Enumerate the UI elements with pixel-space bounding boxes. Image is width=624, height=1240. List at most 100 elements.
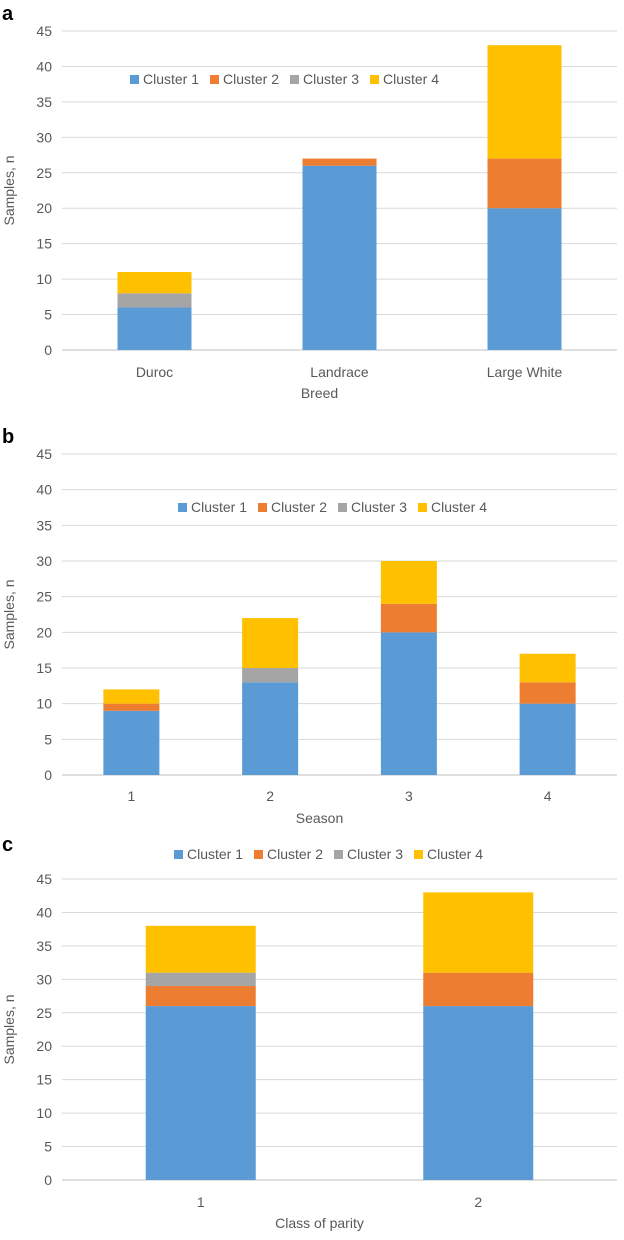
bar-segment-cluster-4 — [380, 561, 437, 604]
legend-swatch — [210, 75, 219, 84]
y-tick-label: 45 — [36, 871, 52, 887]
bar-segment-cluster-2 — [487, 158, 562, 209]
y-tick-label: 0 — [44, 767, 52, 783]
panel-a: a 0 5 10 15 20 25 30 35 40 45 Duroc Landrace Large Wh… — [1, 3, 617, 401]
bar-segment-cluster-4 — [487, 45, 562, 159]
x-tick-label: 1 — [127, 788, 135, 804]
legend-label: Cluster 3 — [347, 846, 403, 862]
legend-swatch — [290, 75, 299, 84]
bar-segment-cluster-2 — [380, 603, 437, 633]
legend-swatch — [174, 850, 183, 859]
x-tick-label: 2 — [474, 1194, 482, 1210]
x-tick-label: 2 — [266, 788, 274, 804]
legend-swatch — [414, 850, 423, 859]
y-tick-label: 40 — [36, 482, 52, 498]
legend-label: Cluster 4 — [427, 846, 483, 862]
y-tick-label: 35 — [36, 938, 52, 954]
x-tick-label: Large White — [487, 364, 563, 380]
bar-segment-cluster-2 — [145, 986, 256, 1007]
legend-label: Cluster 1 — [143, 71, 199, 87]
legend-label: Cluster 3 — [303, 71, 359, 87]
x-axis-label: Breed — [301, 385, 338, 401]
y-tick-label: 5 — [44, 1139, 52, 1155]
y-tick-label: 20 — [36, 1038, 52, 1054]
y-tick-label: 20 — [36, 624, 52, 640]
y-tick-label: 25 — [36, 589, 52, 605]
bar-segment-cluster-4 — [423, 892, 534, 973]
bar-segment-cluster-4 — [103, 689, 160, 704]
x-tick-label: 3 — [405, 788, 413, 804]
y-tick-label: 15 — [36, 236, 52, 252]
y-tick-label: 10 — [36, 696, 52, 712]
legend-swatch — [338, 503, 347, 512]
legend: Cluster 1 Cluster 2 Cluster 3 Cluster 4 — [130, 71, 439, 87]
legend-swatch — [178, 503, 187, 512]
legend-swatch — [370, 75, 379, 84]
y-tick-label: 15 — [36, 1072, 52, 1088]
legend-swatch — [130, 75, 139, 84]
y-tick-label: 30 — [36, 129, 52, 145]
x-tick-label: Duroc — [136, 364, 173, 380]
y-tick-label: 10 — [36, 1105, 52, 1121]
legend-label: Cluster 4 — [383, 71, 439, 87]
y-tick-label: 0 — [44, 1172, 52, 1188]
bar-segment-cluster-2 — [519, 682, 576, 704]
legend-swatch — [258, 503, 267, 512]
x-tick-label: 1 — [197, 1194, 205, 1210]
bar-segment-cluster-1 — [487, 208, 562, 350]
bar-segment-cluster-1 — [103, 710, 160, 775]
bar-segment-cluster-1 — [117, 307, 192, 350]
panel-c: c 0 5 10 15 20 25 30 35 40 45 1 2 Class of parity Samp… — [1, 834, 617, 1231]
panel-letter: b — [2, 426, 14, 448]
y-tick-label: 5 — [44, 731, 52, 747]
y-tick-label: 35 — [36, 94, 52, 110]
y-tick-label: 40 — [36, 904, 52, 920]
legend: Cluster 1 Cluster 2 Cluster 3 Cluster 4 — [174, 846, 483, 862]
bar-segment-cluster-1 — [423, 1006, 534, 1180]
bar-segment-cluster-1 — [380, 632, 437, 775]
bar-segment-cluster-1 — [302, 165, 377, 350]
x-axis-label: Class of parity — [275, 1215, 364, 1231]
y-tick-label: 45 — [36, 23, 52, 39]
y-tick-label: 40 — [36, 58, 52, 74]
panel-letter: a — [2, 3, 14, 25]
y-axis-label: Samples, n — [1, 579, 17, 649]
bar-segment-cluster-1 — [145, 1006, 256, 1180]
legend-label: Cluster 3 — [351, 499, 407, 515]
bar-segment-cluster-4 — [145, 925, 256, 973]
legend-swatch — [334, 850, 343, 859]
legend-label: Cluster 4 — [431, 499, 487, 515]
bar-segment-cluster-3 — [117, 293, 192, 308]
y-tick-label: 35 — [36, 517, 52, 533]
bar-segment-cluster-4 — [117, 272, 192, 294]
y-tick-label: 0 — [44, 342, 52, 358]
y-tick-label: 30 — [36, 553, 52, 569]
legend-label: Cluster 1 — [191, 499, 247, 515]
legend-swatch — [254, 850, 263, 859]
bar-segment-cluster-1 — [519, 703, 576, 775]
legend-label: Cluster 2 — [271, 499, 327, 515]
legend: Cluster 1 Cluster 2 Cluster 3 Cluster 4 — [178, 499, 487, 515]
bar-segment-cluster-2 — [103, 703, 160, 711]
legend-label: Cluster 2 — [267, 846, 323, 862]
y-tick-label: 10 — [36, 271, 52, 287]
x-tick-label: Landrace — [310, 364, 369, 380]
panel-b: b 0 5 10 15 20 25 30 35 40 45 1 2 3 4 Season Samples, n C… — [1, 426, 617, 826]
y-tick-label: 25 — [36, 1005, 52, 1021]
y-tick-label: 15 — [36, 660, 52, 676]
bar-segment-cluster-3 — [145, 972, 256, 987]
y-axis-label: Samples, n — [1, 994, 17, 1064]
bar-segment-cluster-1 — [242, 682, 299, 775]
y-tick-label: 25 — [36, 165, 52, 181]
bar-segment-cluster-4 — [242, 618, 299, 668]
y-tick-label: 45 — [36, 446, 52, 462]
legend-swatch — [418, 503, 427, 512]
legend-label: Cluster 1 — [187, 846, 243, 862]
bar-segment-cluster-3 — [242, 668, 299, 683]
panel-letter: c — [2, 834, 13, 856]
y-tick-label: 30 — [36, 971, 52, 987]
y-tick-label: 5 — [44, 307, 52, 323]
x-axis-label: Season — [296, 810, 343, 826]
y-tick-label: 20 — [36, 200, 52, 216]
